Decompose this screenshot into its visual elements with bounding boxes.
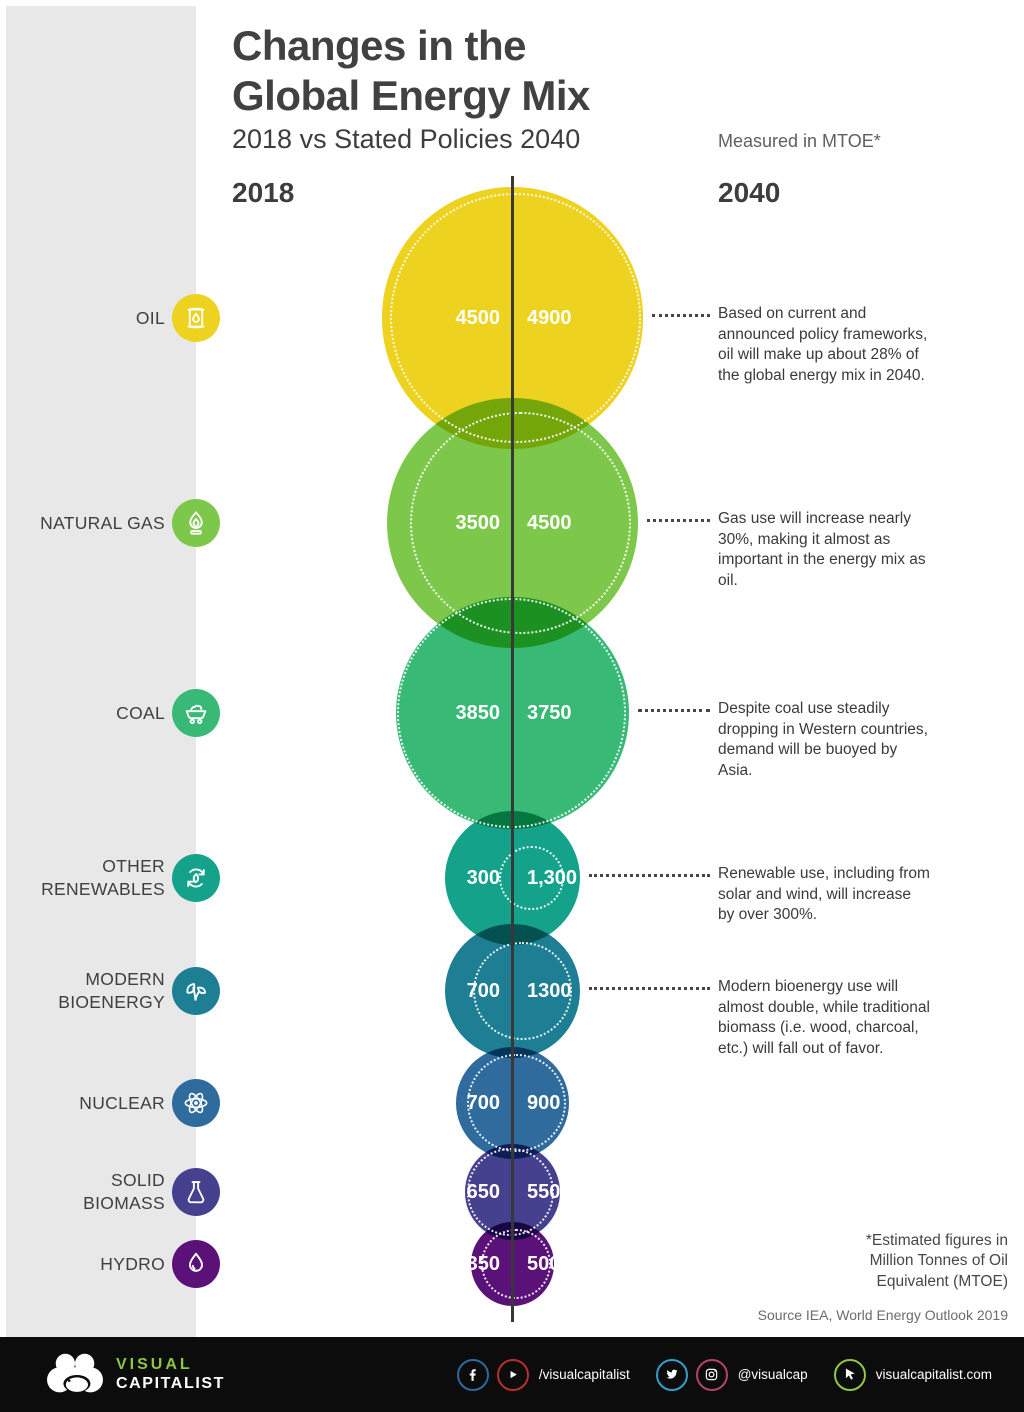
comparison-ring [472,941,572,1041]
oil-barrel-icon [172,294,220,342]
page-subtitle: 2018 vs Stated Policies 2040 [232,124,581,154]
annotation-leader-line [652,314,710,317]
value-2040: 4900 [527,307,572,329]
comparison-ring [499,845,565,911]
facebook-icon[interactable] [456,1358,489,1391]
annotation-leader-line [588,987,710,990]
category-label-coal: COAL [116,702,165,723]
visual-capitalist-logo [47,1353,103,1392]
category-label-oil: OIL [135,307,165,328]
value-2040: 1,300 [527,867,578,889]
value-2018: 350 [466,1253,500,1275]
page-title-line2: Global Energy Mix [232,72,590,119]
annotation-text: Gas use will increase nearly 30%, making… [718,510,926,589]
category-label-natural-gas: NATURAL GAS [40,512,165,533]
footer-bar: VISUAL CAPITALIST /visualcapitalist @visu… [0,1337,1024,1412]
value-2018: 700 [466,980,500,1002]
annotation-leader-line [588,874,710,877]
value-2040: 1300 [527,980,572,1002]
value-2040: 550 [527,1181,561,1203]
annotation-text: Despite coal use steadily dropping in We… [718,700,928,779]
flask-icon [172,1168,220,1216]
page-title-line1: Changes in the [232,22,527,69]
timeline-axis [511,176,514,1322]
value-2040: 500 [527,1253,561,1275]
estimate-footnote: *Estimated figures in Million Tonnes of … [865,1232,1008,1290]
source-note: Source IEA, World Energy Outlook 2019 [757,1307,1008,1323]
value-2018: 700 [466,1092,500,1114]
category-label-other-renewables: OTHER RENEWABLES [41,856,165,899]
atom-icon [172,1079,220,1127]
annotation-text: Based on current and announced policy fr… [718,305,928,384]
value-2018: 300 [466,867,500,889]
value-2018: 3850 [455,702,501,724]
comparison-ring [390,192,641,444]
annotation-leader-line [646,519,710,522]
value-2018: 650 [466,1181,500,1203]
youtube-icon[interactable] [496,1358,529,1391]
column-header-2018: 2018 [232,177,295,208]
category-label-solid-biomass: SOLID BIOMASS [83,1170,165,1213]
social-handle[interactable]: /visualcapitalist [538,1367,630,1382]
gas-flame-icon [172,499,220,547]
social-handle[interactable]: visualcapitalist.com [875,1367,992,1382]
social-links: /visualcapitalist @visualcap visualcapital… [456,1358,992,1391]
value-2040: 900 [527,1092,561,1114]
twitter-icon[interactable] [655,1358,688,1391]
social-group: visualcapitalist.com [833,1358,992,1391]
annotation-leader-line [637,709,710,712]
social-handle[interactable]: @visualcap [737,1367,808,1382]
value-2018: 3500 [455,512,501,534]
annotation-text: Renewable use, including from solar and … [718,865,930,924]
bioenergy-leaves-icon [172,967,220,1015]
cursor-icon[interactable] [833,1358,866,1391]
category-label-nuclear: NUCLEAR [79,1092,165,1113]
social-group: @visualcap [655,1358,808,1391]
renewables-cycle-icon [172,854,220,902]
unit-note: Measured in MTOE* [718,131,881,151]
annotation-text: Modern bioenergy use will almost double,… [718,978,930,1057]
instagram-icon[interactable] [695,1358,728,1391]
category-label-hydro: HYDRO [100,1253,165,1274]
column-header-2040: 2040 [718,177,781,208]
value-2018: 4500 [455,307,501,329]
water-drop-icon [172,1240,220,1288]
value-2040: 4500 [527,512,572,534]
category-panel [6,6,196,1337]
social-group: /visualcapitalist [456,1358,630,1391]
brand-name: VISUAL CAPITALIST [116,1356,225,1393]
value-2040: 3750 [527,702,572,724]
coal-cart-icon [172,689,220,737]
brand-line1: VISUAL [116,1356,193,1374]
category-label-modern-bioenergy: MODERN BIOENERGY [58,969,165,1012]
comparison-ring [481,1229,552,1299]
brand-line2: CAPITALIST [116,1374,226,1392]
